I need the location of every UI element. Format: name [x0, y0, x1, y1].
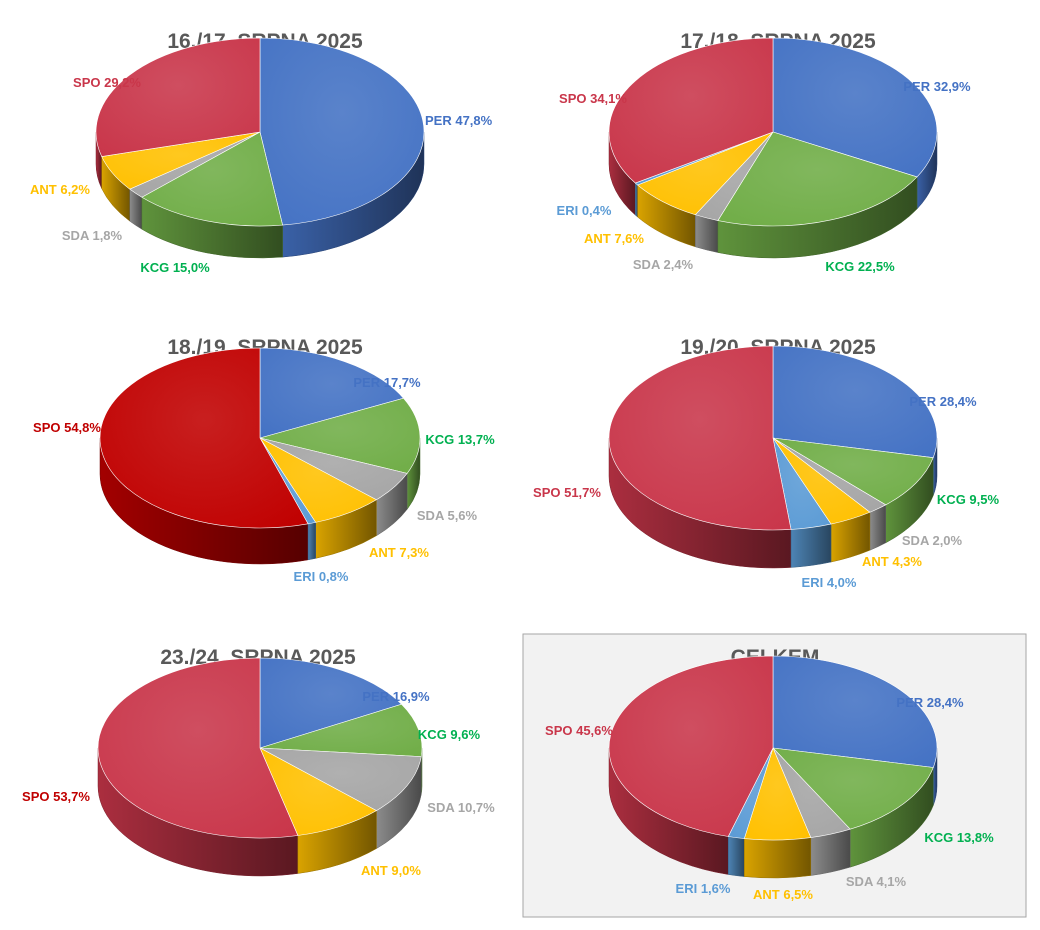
pie-slice-spo — [608, 37, 774, 184]
slice-label-eri: ERI 1,6% — [676, 881, 731, 896]
pie-side-eri — [727, 836, 745, 877]
pie-slice-kcg — [717, 131, 918, 227]
slice-label-sda: SDA 1,8% — [62, 228, 123, 243]
pie-slice-spo — [97, 657, 299, 839]
pie-side-eri — [635, 182, 638, 218]
pie-chart-6: CELKEMPER 28,4%KCG 13,8%SDA 4,1%ANT 6,5%… — [522, 633, 1027, 918]
slice-label-ant: ANT 6,5% — [753, 887, 813, 902]
pie-slice-per — [259, 657, 403, 749]
slice-label-eri: ERI 4,0% — [802, 575, 857, 590]
pie-side-ant — [744, 837, 812, 879]
slice-label-per: PER 17,7% — [353, 375, 421, 390]
pie-slice-kcg — [772, 747, 934, 830]
slice-label-per: PER 47,8% — [425, 113, 493, 128]
slice-label-spo: SPO 45,6% — [545, 723, 613, 738]
slice-label-ant: ANT 6,2% — [30, 182, 90, 197]
slice-label-per: PER 32,9% — [903, 79, 971, 94]
pie-slice-per — [772, 37, 938, 178]
pie-slice-ant — [259, 747, 378, 836]
pie-slice-kcg — [258, 397, 421, 474]
pie-slice-sda — [259, 747, 422, 811]
slice-label-sda: SDA 4,1% — [846, 874, 907, 889]
slice-label-spo: SPO 29,2% — [73, 75, 141, 90]
slice-label-eri: ERI 0,4% — [557, 203, 612, 218]
pie-slice-per — [259, 347, 405, 439]
slice-label-sda: SDA 2,0% — [902, 533, 963, 548]
slice-label-kcg: KCG 22,5% — [825, 259, 895, 274]
slice-label-kcg: KCG 9,5% — [937, 492, 1000, 507]
slice-label-kcg: KCG 9,6% — [418, 727, 481, 742]
pie-slice-kcg — [259, 703, 423, 757]
slice-label-ant: ANT 7,3% — [369, 545, 429, 560]
slice-label-kcg: KCG 13,8% — [924, 830, 994, 845]
slice-label-per: PER 28,4% — [909, 394, 977, 409]
pie-side-sda — [869, 504, 886, 551]
pie-side-eri — [307, 522, 316, 561]
pie-slice-spo — [608, 345, 792, 531]
slice-label-spo: SPO 51,7% — [533, 485, 601, 500]
pie-slice-per — [259, 37, 425, 226]
slice-label-spo: SPO 54,8% — [33, 420, 101, 435]
pie-side-eri — [790, 523, 832, 568]
pie-slice-spo — [95, 37, 261, 157]
slice-label-kcg: KCG 13,7% — [425, 432, 495, 447]
slice-label-spo: SPO 53,7% — [22, 789, 90, 804]
slice-label-ant: ANT 4,3% — [862, 554, 922, 569]
pie-slice-per — [772, 345, 938, 458]
pie-slice-spo — [99, 347, 309, 529]
slice-label-kcg: KCG 15,0% — [140, 260, 210, 275]
pie-slice-kcg — [141, 131, 283, 227]
pie-slice-per — [772, 655, 938, 768]
slice-label-per: PER 28,4% — [896, 695, 964, 710]
pie-side-sda — [695, 214, 719, 253]
slice-label-sda: SDA 10,7% — [427, 800, 495, 815]
slice-label-sda: SDA 5,6% — [417, 508, 478, 523]
pie-slice-spo — [608, 655, 774, 837]
pie-slice-kcg — [772, 437, 934, 506]
slice-label-ant: ANT 7,6% — [584, 231, 644, 246]
slice-label-eri: ERI 0,8% — [294, 569, 349, 584]
slice-label-spo: SPO 34,1% — [559, 91, 627, 106]
slice-label-per: PER 16,9% — [362, 689, 430, 704]
slice-label-ant: ANT 9,0% — [361, 863, 421, 878]
slice-label-sda: SDA 2,4% — [633, 257, 694, 272]
